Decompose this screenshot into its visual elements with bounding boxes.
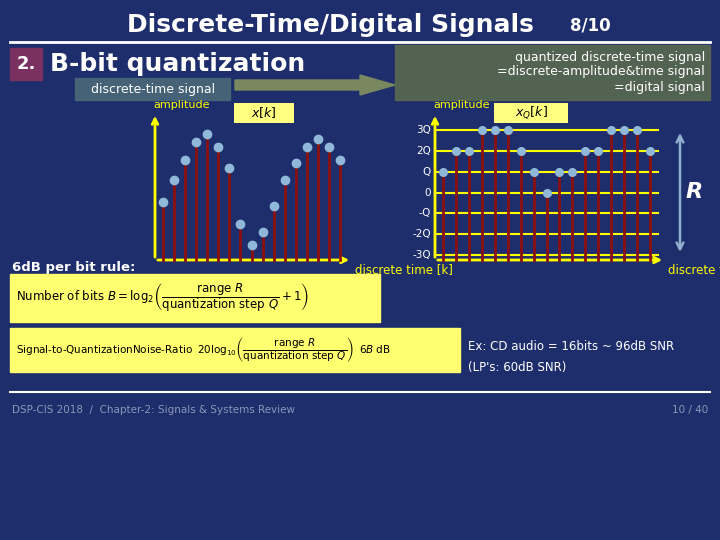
Text: $x_Q[k]$: $x_Q[k]$ (515, 105, 547, 122)
Bar (10, 48, 42, 80)
Text: 2.: 2. (17, 55, 36, 73)
Text: R: R (686, 183, 703, 202)
Bar (10, 274, 380, 322)
Text: -2Q: -2Q (413, 229, 431, 239)
Text: $x[k]$: $x[k]$ (251, 105, 276, 120)
Bar (75, 78, 230, 100)
Text: -3Q: -3Q (413, 250, 431, 260)
Text: Discrete-Time/Digital Signals: Discrete-Time/Digital Signals (127, 13, 534, 37)
Polygon shape (235, 75, 395, 95)
Bar (10, 328, 460, 372)
Text: =discrete-amplitude&time signal: =discrete-amplitude&time signal (498, 65, 705, 78)
Text: B-bit quantization: B-bit quantization (50, 52, 305, 76)
Text: Number of bits $B = \log_2\!\left(\dfrac{\mathrm{range}\ R}{\mathrm{quantization: Number of bits $B = \log_2\!\left(\dfrac… (16, 282, 309, 314)
Text: 10 / 40: 10 / 40 (672, 405, 708, 415)
Text: 0: 0 (425, 187, 431, 198)
Text: amplitude: amplitude (153, 100, 210, 110)
Text: Signal-to-QuantizationNoise-Ratio$\;\;20\log_{10}\!\left(\dfrac{\mathrm{range}\ : Signal-to-QuantizationNoise-Ratio$\;\;20… (16, 335, 391, 364)
Text: amplitude: amplitude (433, 100, 490, 110)
Text: 8/10: 8/10 (570, 16, 611, 34)
Text: quantized discrete-time signal: quantized discrete-time signal (515, 51, 705, 64)
FancyBboxPatch shape (494, 103, 568, 123)
Text: 2Q: 2Q (416, 146, 431, 156)
Text: 6dB per bit rule:: 6dB per bit rule: (12, 260, 135, 273)
Text: discrete-time signal: discrete-time signal (91, 83, 215, 96)
Text: DSP-CIS 2018  /  Chapter-2: Signals & Systems Review: DSP-CIS 2018 / Chapter-2: Signals & Syst… (12, 405, 295, 415)
Text: discrete time [k]: discrete time [k] (355, 264, 453, 276)
Text: 3Q: 3Q (416, 125, 431, 135)
Text: Ex: CD audio = 16bits ~ 96dB SNR
(LP's: 60dB SNR): Ex: CD audio = 16bits ~ 96dB SNR (LP's: … (468, 340, 674, 374)
FancyBboxPatch shape (234, 103, 294, 123)
Text: -Q: -Q (418, 208, 431, 218)
Text: =digital signal: =digital signal (614, 80, 705, 93)
Text: Q: Q (423, 167, 431, 177)
Bar (395, 45, 710, 100)
Text: discrete time [k]: discrete time [k] (668, 264, 720, 276)
